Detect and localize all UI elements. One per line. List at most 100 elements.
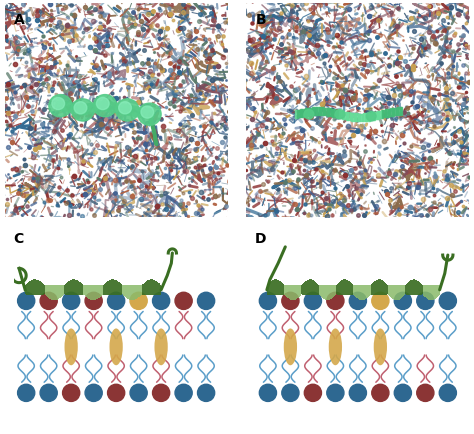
Point bbox=[196, 123, 203, 130]
Point bbox=[32, 146, 39, 153]
Point bbox=[46, 161, 53, 168]
Point bbox=[419, 102, 427, 109]
Point bbox=[350, 206, 358, 213]
Circle shape bbox=[304, 293, 321, 310]
Point bbox=[181, 38, 188, 45]
Point bbox=[395, 211, 402, 218]
Point bbox=[137, 196, 145, 203]
Point bbox=[180, 1, 187, 8]
Point bbox=[5, 171, 12, 178]
Point bbox=[112, 95, 119, 102]
Point bbox=[451, 30, 458, 37]
Point bbox=[57, 25, 65, 32]
Point bbox=[461, 42, 469, 49]
Point bbox=[379, 112, 387, 119]
Point bbox=[147, 171, 155, 178]
Point bbox=[347, 207, 355, 214]
Point bbox=[312, 166, 320, 173]
Point bbox=[282, 63, 290, 70]
Point bbox=[356, 61, 364, 68]
Point bbox=[157, 115, 165, 122]
Point bbox=[426, 25, 433, 32]
Circle shape bbox=[18, 385, 35, 401]
Point bbox=[428, 97, 435, 104]
Point bbox=[443, 176, 450, 183]
Point bbox=[115, 204, 123, 211]
Point bbox=[446, 54, 453, 61]
Point bbox=[100, 73, 108, 80]
Point bbox=[165, 6, 173, 13]
Point bbox=[346, 7, 353, 14]
Point bbox=[460, 97, 468, 104]
Point bbox=[159, 127, 167, 134]
Point bbox=[333, 109, 340, 116]
Point bbox=[420, 155, 428, 162]
Point bbox=[461, 150, 468, 157]
Point bbox=[120, 198, 128, 205]
Circle shape bbox=[85, 385, 102, 401]
Point bbox=[406, 180, 413, 187]
Point bbox=[298, 61, 305, 68]
Point bbox=[65, 212, 73, 219]
Point bbox=[29, 154, 36, 161]
Point bbox=[135, 122, 143, 129]
Point bbox=[293, 206, 301, 213]
Point bbox=[147, 155, 155, 162]
Point bbox=[309, 159, 316, 166]
Circle shape bbox=[63, 293, 80, 310]
Point bbox=[47, 8, 55, 15]
Point bbox=[27, 84, 35, 91]
Point bbox=[158, 68, 165, 75]
Point bbox=[108, 51, 116, 58]
Point bbox=[125, 148, 133, 155]
Point bbox=[174, 127, 182, 134]
Point bbox=[362, 96, 369, 103]
Point bbox=[128, 163, 136, 170]
Point bbox=[454, 84, 462, 91]
Point bbox=[278, 169, 286, 176]
Point bbox=[49, 82, 56, 89]
Point bbox=[400, 90, 407, 97]
Point bbox=[405, 184, 412, 191]
Point bbox=[213, 154, 220, 161]
Point bbox=[68, 87, 76, 94]
Point bbox=[211, 65, 219, 72]
Point bbox=[391, 92, 398, 99]
Circle shape bbox=[366, 112, 376, 122]
Point bbox=[210, 85, 217, 92]
Point bbox=[14, 48, 21, 55]
Point bbox=[78, 192, 86, 199]
Point bbox=[346, 88, 354, 95]
Point bbox=[166, 135, 173, 142]
Point bbox=[344, 124, 352, 131]
Point bbox=[288, 49, 296, 56]
Point bbox=[442, 174, 450, 181]
Point bbox=[151, 49, 158, 56]
Point bbox=[157, 117, 164, 124]
Point bbox=[91, 48, 99, 55]
Point bbox=[96, 25, 103, 32]
Point bbox=[345, 158, 353, 165]
Point bbox=[352, 185, 360, 192]
Point bbox=[306, 159, 313, 166]
Point bbox=[92, 62, 100, 69]
Point bbox=[321, 200, 328, 207]
Circle shape bbox=[71, 100, 94, 122]
Point bbox=[78, 104, 85, 111]
Point bbox=[400, 109, 408, 116]
Point bbox=[212, 176, 220, 183]
Point bbox=[320, 60, 328, 67]
Point bbox=[347, 168, 355, 174]
Point bbox=[286, 48, 294, 55]
Point bbox=[444, 20, 451, 27]
Point bbox=[129, 157, 137, 164]
Point bbox=[137, 184, 145, 191]
Point bbox=[129, 15, 137, 22]
Point bbox=[286, 31, 293, 38]
Point bbox=[461, 129, 469, 136]
Point bbox=[273, 145, 281, 152]
Point bbox=[395, 207, 402, 214]
Circle shape bbox=[372, 293, 389, 310]
Point bbox=[407, 143, 414, 150]
Point bbox=[291, 185, 299, 192]
